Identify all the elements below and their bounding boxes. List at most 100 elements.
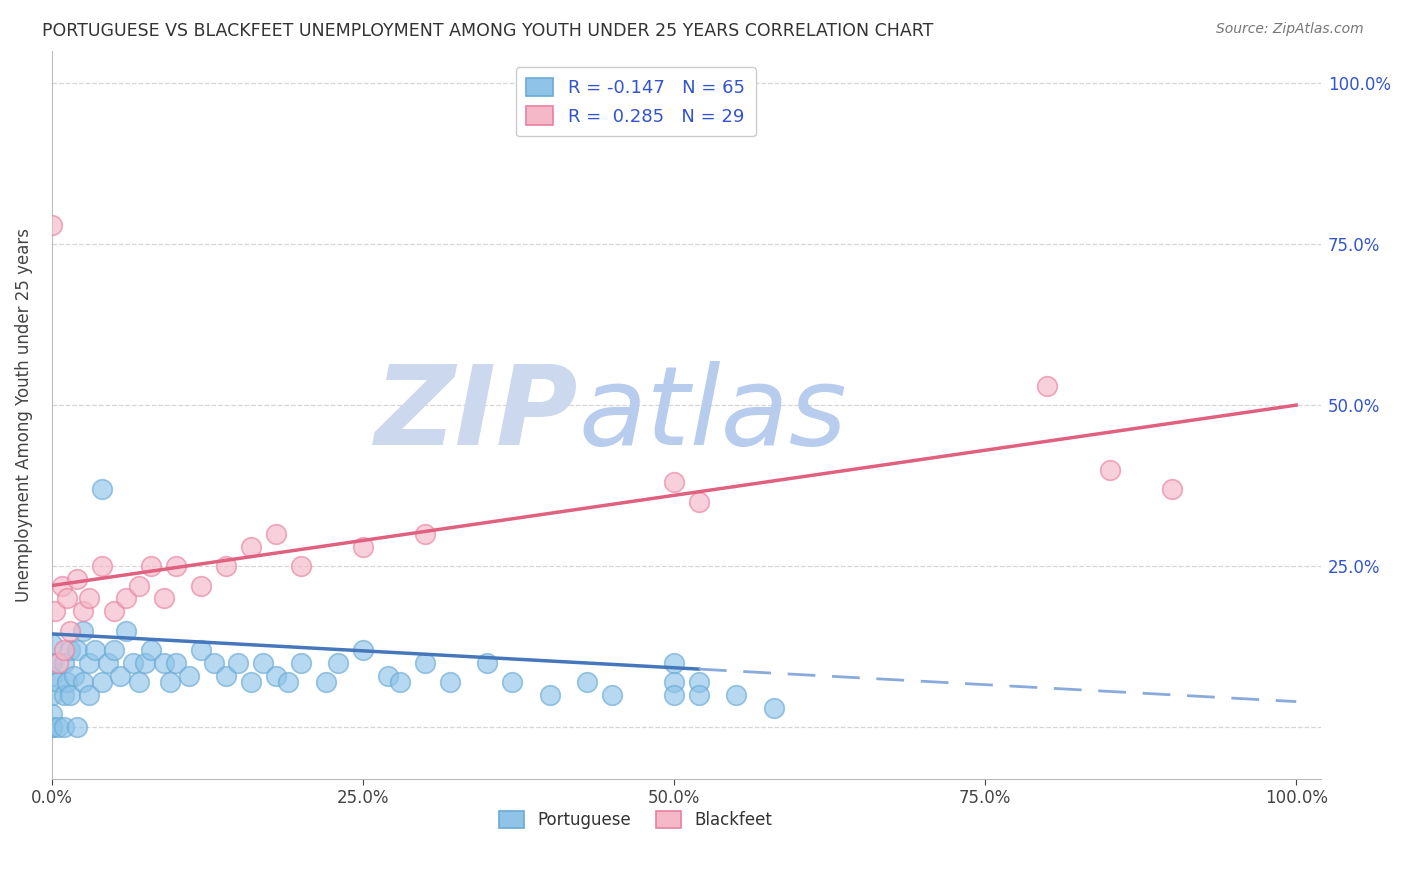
Point xyxy=(41,637,63,651)
Point xyxy=(477,656,499,670)
Point xyxy=(688,495,710,509)
Point xyxy=(108,669,131,683)
Point xyxy=(190,578,212,592)
Point xyxy=(501,675,523,690)
Point xyxy=(228,656,250,670)
Point xyxy=(688,688,710,702)
Text: ZIP: ZIP xyxy=(375,361,578,468)
Point xyxy=(215,559,238,574)
Point xyxy=(41,707,63,722)
Point xyxy=(662,688,685,702)
Point xyxy=(53,643,76,657)
Point xyxy=(90,675,112,690)
Point xyxy=(53,720,76,734)
Point xyxy=(600,688,623,702)
Point xyxy=(46,720,69,734)
Point xyxy=(77,656,100,670)
Point xyxy=(202,656,225,670)
Point xyxy=(264,669,287,683)
Point xyxy=(377,669,399,683)
Point xyxy=(688,675,710,690)
Point xyxy=(134,656,156,670)
Point xyxy=(128,578,150,592)
Point xyxy=(53,688,76,702)
Point xyxy=(290,656,312,670)
Point xyxy=(84,643,107,657)
Point xyxy=(762,701,785,715)
Point xyxy=(90,482,112,496)
Point xyxy=(1098,462,1121,476)
Point xyxy=(662,675,685,690)
Point xyxy=(90,559,112,574)
Point xyxy=(277,675,299,690)
Point xyxy=(413,527,436,541)
Point xyxy=(41,688,63,702)
Point xyxy=(725,688,748,702)
Point xyxy=(63,669,86,683)
Point xyxy=(662,475,685,490)
Point xyxy=(115,591,138,606)
Point xyxy=(413,656,436,670)
Point xyxy=(77,688,100,702)
Point xyxy=(141,559,163,574)
Point xyxy=(239,675,262,690)
Point xyxy=(41,669,63,683)
Point xyxy=(46,656,69,670)
Point xyxy=(41,656,63,670)
Point xyxy=(662,656,685,670)
Point xyxy=(41,720,63,734)
Point xyxy=(103,604,125,618)
Point xyxy=(264,527,287,541)
Text: PORTUGUESE VS BLACKFEET UNEMPLOYMENT AMONG YOUTH UNDER 25 YEARS CORRELATION CHAR: PORTUGUESE VS BLACKFEET UNEMPLOYMENT AMO… xyxy=(42,22,934,40)
Point xyxy=(538,688,561,702)
Point xyxy=(103,643,125,657)
Point xyxy=(66,572,89,586)
Point xyxy=(389,675,412,690)
Point xyxy=(352,540,374,554)
Point xyxy=(1036,379,1059,393)
Point xyxy=(41,720,63,734)
Point xyxy=(165,656,187,670)
Point xyxy=(439,675,461,690)
Point xyxy=(121,656,143,670)
Point xyxy=(77,591,100,606)
Point xyxy=(215,669,238,683)
Text: atlas: atlas xyxy=(578,361,848,468)
Point xyxy=(326,656,349,670)
Point xyxy=(72,604,94,618)
Point xyxy=(575,675,598,690)
Point xyxy=(252,656,274,670)
Point xyxy=(53,656,76,670)
Point xyxy=(1160,482,1182,496)
Point xyxy=(72,624,94,638)
Point xyxy=(66,720,89,734)
Point xyxy=(290,559,312,574)
Point xyxy=(159,675,181,690)
Point xyxy=(59,624,82,638)
Point xyxy=(352,643,374,657)
Point xyxy=(152,591,174,606)
Point xyxy=(55,675,77,690)
Y-axis label: Unemployment Among Youth under 25 years: Unemployment Among Youth under 25 years xyxy=(15,227,32,602)
Point xyxy=(190,643,212,657)
Point xyxy=(46,675,69,690)
Point xyxy=(152,656,174,670)
Point xyxy=(115,624,138,638)
Point xyxy=(51,578,73,592)
Point xyxy=(44,604,66,618)
Point xyxy=(97,656,120,670)
Point xyxy=(141,643,163,657)
Point xyxy=(59,688,82,702)
Point xyxy=(41,720,63,734)
Point xyxy=(59,643,82,657)
Point xyxy=(177,669,200,683)
Point xyxy=(165,559,187,574)
Point xyxy=(239,540,262,554)
Point xyxy=(41,218,63,232)
Text: Source: ZipAtlas.com: Source: ZipAtlas.com xyxy=(1216,22,1364,37)
Legend: Portuguese, Blackfeet: Portuguese, Blackfeet xyxy=(492,805,779,836)
Point xyxy=(55,591,77,606)
Point xyxy=(315,675,337,690)
Point xyxy=(72,675,94,690)
Point xyxy=(66,643,89,657)
